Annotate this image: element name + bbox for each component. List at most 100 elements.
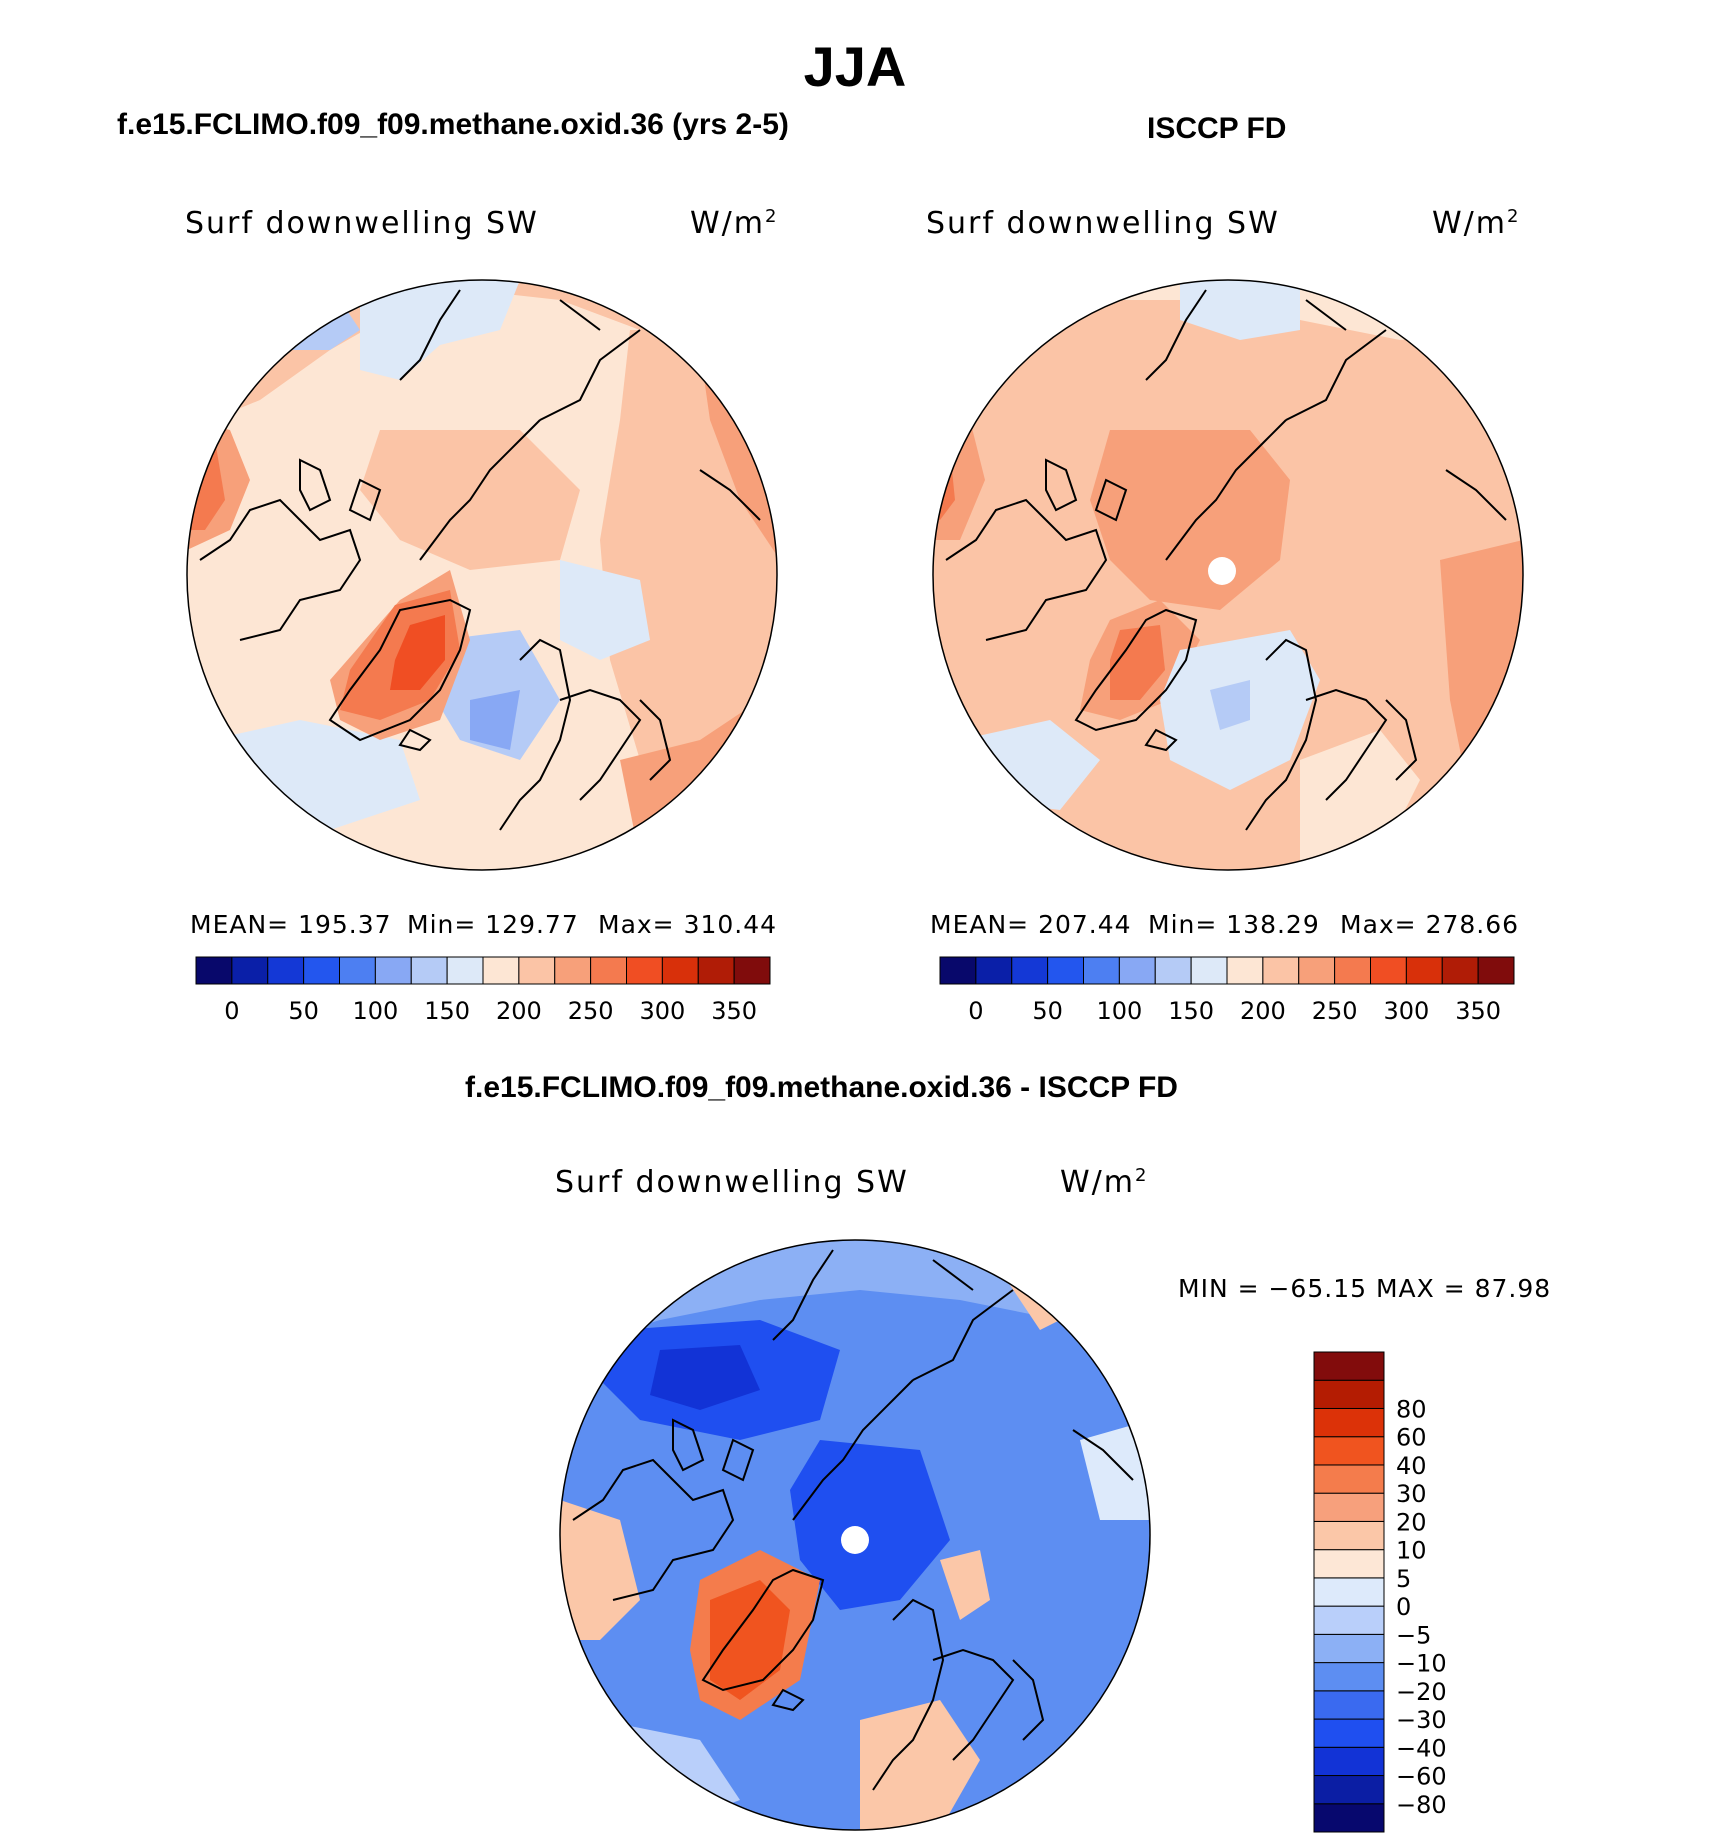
cbar1-swatch-3 [303, 956, 340, 985]
cbar3-swatch-1 [1313, 1775, 1385, 1805]
colorbar-panel-1: 0 50 100 150 200 250 300 350 [195, 956, 771, 1025]
map-panel-2 [932, 279, 1524, 871]
cbar3-swatch-11 [1313, 1492, 1385, 1522]
cbar3-tick-label: 40 [1396, 1452, 1427, 1480]
map2-barents-blue [1210, 680, 1250, 730]
cbar3-tick-label: −80 [1396, 1791, 1447, 1819]
cbar1-tick-label: 250 [568, 997, 614, 1025]
cbar1-swatch-11 [590, 956, 627, 985]
map3-coastlines [572, 1249, 1134, 1791]
cbar1-swatch-2 [267, 956, 305, 985]
cbar2-swatch-13 [1405, 956, 1443, 985]
panel-1-mean: MEAN= 195.37 [190, 910, 392, 939]
cbar2-swatch-1 [975, 956, 1013, 985]
map3-siberia-core [650, 1345, 760, 1410]
cbar3-swatch-4 [1313, 1690, 1385, 1720]
map1-kara-lightblue [560, 560, 650, 660]
cbar1-swatch-6 [410, 956, 448, 985]
cbar1-tick-label: 300 [639, 997, 685, 1025]
panel-2-min: Min= 138.29 [1148, 910, 1320, 939]
panel-2-max: Max= 278.66 [1340, 910, 1520, 939]
map2-coastlines [945, 289, 1507, 831]
cbar2-tick-label: 100 [1096, 997, 1142, 1025]
map2-pole-hole [1208, 557, 1236, 585]
cbar3-swatch-5 [1313, 1662, 1385, 1692]
cbar3-swatch-3 [1313, 1718, 1385, 1748]
cbar2-swatch-15 [1477, 956, 1515, 985]
cbar3-swatch-7 [1313, 1605, 1385, 1635]
panel-3-variable: Surf downwelling SW [555, 1165, 909, 1200]
panel-2-variable: Surf downwelling SW [926, 206, 1280, 241]
cbar1-swatch-14 [697, 956, 735, 985]
cbar1-tick-label: 150 [424, 997, 470, 1025]
cbar3-swatch-16 [1313, 1351, 1385, 1381]
cbar1-swatch-7 [446, 956, 484, 985]
map3-pole-hole [841, 1526, 869, 1554]
panel-1-max: Max= 310.44 [598, 910, 778, 939]
cbar3-swatch-15 [1313, 1379, 1385, 1409]
cbar3-swatch-14 [1313, 1407, 1385, 1438]
map1-greenland-core [390, 615, 445, 690]
cbar1-tick-label: 350 [711, 997, 757, 1025]
colorbar-panel-2: 0 50 100 150 200 250 300 350 [939, 956, 1515, 1025]
figure-title: JJA [803, 35, 907, 98]
panel-3-title: f.e15.FCLIMO.f09_f09.methane.oxid.36 - I… [465, 1071, 1178, 1104]
cbar3-tick-label: 10 [1396, 1537, 1427, 1565]
panel-3-minmax: MIN = −65.15 MAX = 87.98 [1178, 1274, 1552, 1303]
cbar2-tick-label: 300 [1383, 997, 1429, 1025]
map-panel-1 [186, 279, 778, 871]
cbar3-tick-label: −60 [1396, 1763, 1447, 1791]
cbar3-swatch-13 [1313, 1436, 1385, 1466]
cbar2-swatch-10 [1298, 956, 1336, 985]
cbar3-swatch-0 [1313, 1803, 1385, 1833]
map3-kara-peach [940, 1550, 990, 1620]
map1-barents-deep [470, 690, 520, 750]
cbar3-swatch-9 [1313, 1549, 1385, 1579]
cbar3-swatch-6 [1313, 1633, 1385, 1664]
cbar2-tick-label: 250 [1312, 997, 1358, 1025]
panel-1-units: W/m2 [690, 206, 779, 241]
cbar3-swatch-12 [1313, 1464, 1385, 1494]
panel-2-mean: MEAN= 207.44 [930, 910, 1132, 939]
cbar1-tick-label: 200 [496, 997, 542, 1025]
map3-circle-border [559, 1239, 1151, 1831]
cbar3-tick-label: −20 [1396, 1678, 1447, 1706]
cbar1-swatch-15 [733, 956, 771, 985]
cbar2-swatch-3 [1047, 956, 1084, 985]
cbar2-swatch-14 [1441, 956, 1479, 985]
cbar2-swatch-12 [1370, 956, 1407, 985]
cbar3-tick-label: −5 [1396, 1621, 1431, 1649]
cbar1-swatch-4 [339, 956, 376, 985]
cbar3-tick-label: −40 [1396, 1734, 1447, 1762]
cbar2-swatch-8 [1226, 956, 1264, 985]
cbar1-swatch-12 [626, 956, 663, 985]
cbar2-tick-label: 50 [1032, 997, 1063, 1025]
panel-1-variable: Surf downwelling SW [185, 206, 539, 241]
map3-west-peach [560, 1500, 640, 1640]
cbar2-swatch-11 [1334, 956, 1371, 985]
cbar2-swatch-9 [1262, 956, 1300, 985]
cbar1-swatch-13 [661, 956, 699, 985]
cbar3-tick-label: 60 [1396, 1424, 1427, 1452]
cbar3-tick-label: 20 [1396, 1508, 1427, 1536]
cbar3-tick-label: −30 [1396, 1706, 1447, 1734]
cbar3-tick-label: 5 [1396, 1565, 1411, 1593]
cbar1-tick-label: 0 [224, 997, 239, 1025]
cbar1-swatch-0 [195, 956, 233, 985]
cbar3-swatch-2 [1313, 1746, 1385, 1777]
map1-bering-fill [360, 280, 520, 380]
panel-2-title: ISCCP FD [1147, 112, 1287, 145]
cbar2-swatch-0 [939, 956, 977, 985]
cbar2-swatch-4 [1083, 956, 1120, 985]
cbar2-swatch-5 [1118, 956, 1156, 985]
map3-arctic-deepblue [790, 1440, 950, 1610]
map2-bering-fill [1180, 280, 1300, 340]
cbar2-swatch-7 [1190, 956, 1228, 985]
cbar3-tick-label: 0 [1396, 1593, 1411, 1621]
map3-europe-peach [860, 1700, 980, 1830]
map2-greenland-core [1110, 625, 1165, 700]
cbar1-swatch-1 [231, 956, 269, 985]
cbar1-swatch-10 [554, 956, 592, 985]
cbar3-swatch-8 [1313, 1577, 1385, 1607]
